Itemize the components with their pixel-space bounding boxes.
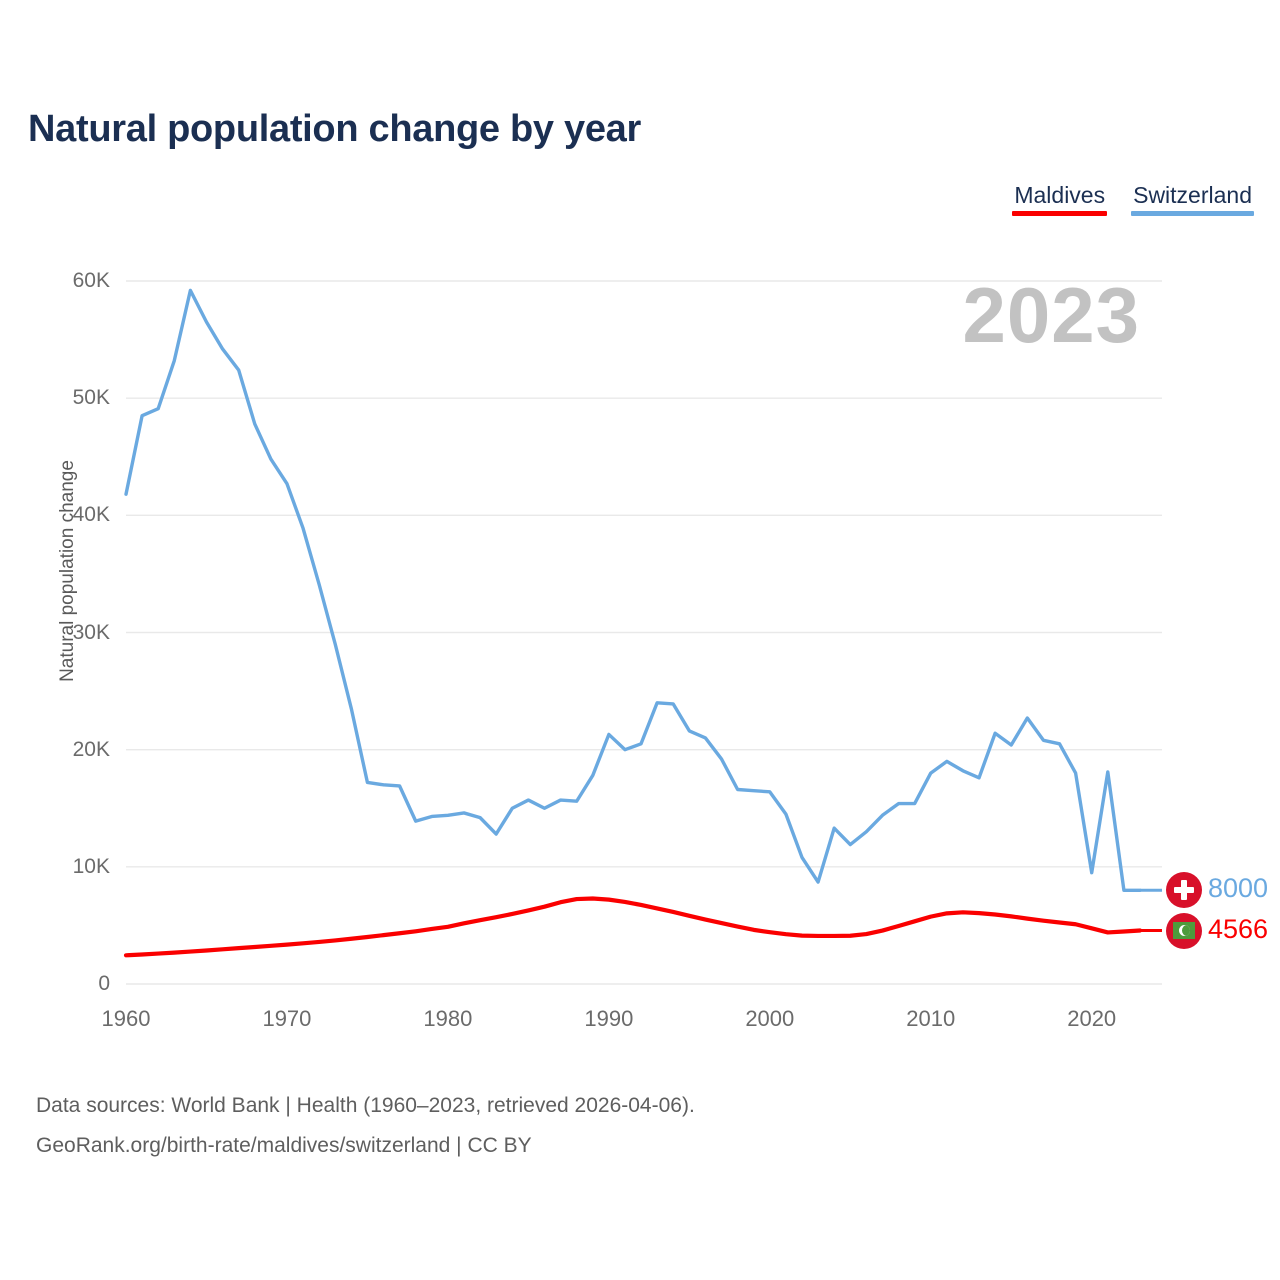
x-tick-label: 1970 — [262, 1006, 312, 1031]
watermark-year: 2023 — [962, 271, 1140, 359]
endpoint-value-switzerland: 8000 — [1208, 873, 1269, 904]
y-tick-label: 0 — [98, 972, 110, 995]
x-tick-label: 2000 — [745, 1006, 795, 1031]
footer-data-sources: Data sources: World Bank | Health (1960–… — [36, 1094, 695, 1117]
footer: Data sources: World Bank | Health (1960–… — [36, 1086, 695, 1166]
legend-label-switzerland: Switzerland — [1133, 182, 1252, 208]
series-line-maldives[interactable] — [123, 896, 1143, 958]
page-title: Natural population change by year — [28, 108, 641, 150]
y-tick-label: 50K — [72, 386, 110, 410]
y-axis-title: Natural population change — [57, 460, 78, 682]
legend-rule-maldives — [1012, 211, 1108, 216]
legend: Maldives Switzerland — [1012, 182, 1254, 216]
swiss-cross-horizontal — [1174, 887, 1194, 894]
y-tick-label: 30K — [72, 620, 110, 644]
swiss-flag-icon — [1166, 872, 1202, 909]
legend-rule-switzerland — [1131, 211, 1254, 216]
y-tick-label: 10K — [72, 854, 110, 878]
legend-label-maldives: Maldives — [1014, 182, 1106, 208]
crescent-icon — [1178, 925, 1190, 936]
x-tick-label: 1990 — [584, 1006, 634, 1031]
maldives-green-field — [1173, 922, 1195, 939]
x-tick-label: 1980 — [423, 1006, 473, 1031]
x-tick-label: 2020 — [1067, 1006, 1117, 1031]
y-tick-label: 40K — [72, 503, 110, 527]
endpoint-value-maldives: 4566 — [1208, 913, 1269, 944]
footer-attribution: GeoRank.org/birth-rate/maldives/switzerl… — [36, 1134, 532, 1157]
y-tick-label: 60K — [72, 269, 110, 292]
series-line-switzerland[interactable] — [124, 288, 1142, 892]
y-tick-label: 20K — [72, 737, 110, 761]
maldives-flag-icon — [1166, 912, 1202, 949]
legend-item-switzerland[interactable]: Switzerland — [1131, 182, 1254, 216]
legend-item-maldives[interactable]: Maldives — [1012, 182, 1108, 216]
x-tick-label: 2010 — [906, 1006, 956, 1031]
x-tick-label: 1960 — [101, 1006, 151, 1031]
